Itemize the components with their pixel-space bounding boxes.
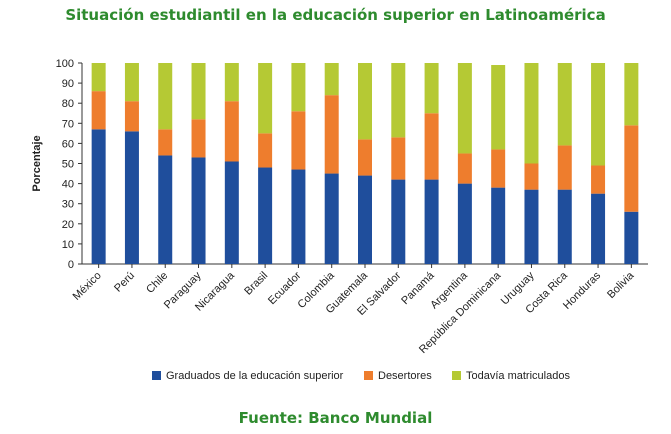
bar-segment-matriculados	[524, 63, 539, 164]
y-tick-label: 10	[62, 239, 74, 251]
bar-segment-graduados	[358, 175, 372, 264]
bar-segment-graduados	[557, 189, 572, 264]
bar-segment-desertores	[391, 137, 406, 180]
bar-segment-matriculados	[224, 63, 239, 102]
y-tick-label: 60	[62, 138, 74, 150]
bar-segment-graduados	[191, 157, 206, 264]
bar-segment-graduados	[457, 183, 472, 264]
y-axis: 0 10 20 30 40 50 60 70 80 90 100 Porcentaje	[31, 58, 648, 271]
bars-group	[91, 63, 639, 264]
legend: Graduados de la educación superior Desert…	[152, 370, 570, 382]
bar-segment-desertores	[291, 111, 306, 170]
y-tick-label: 50	[62, 159, 74, 171]
bar-segment-matriculados	[124, 63, 139, 102]
legend-label: Desertores	[378, 370, 432, 382]
bar-segment-desertores	[324, 95, 339, 174]
y-tick-label: 20	[62, 219, 74, 231]
bar-segment-desertores	[491, 149, 506, 188]
bar-segment-graduados	[491, 187, 506, 264]
bar-segment-matriculados	[358, 63, 372, 140]
bar-segment-graduados	[258, 167, 273, 264]
bar-segment-graduados	[324, 173, 339, 264]
x-category-label: Bolivia	[605, 269, 637, 301]
bar-segment-desertores	[91, 91, 106, 130]
bar-segment-matriculados	[258, 63, 273, 134]
bar-segment-graduados	[291, 169, 306, 264]
bar-segment-graduados	[158, 155, 173, 264]
bar-segment-matriculados	[457, 63, 472, 154]
bar-segment-desertores	[124, 101, 139, 132]
bar-segment-graduados	[391, 179, 406, 264]
y-axis-title: Porcentaje	[31, 135, 43, 191]
bar-segment-desertores	[424, 113, 439, 180]
bar-segment-matriculados	[291, 63, 306, 112]
bar-segment-desertores	[457, 153, 472, 184]
bar-segment-desertores	[524, 163, 539, 190]
bar-segment-matriculados	[491, 65, 506, 150]
bar-segment-desertores	[258, 133, 273, 168]
source-note: Fuente: Banco Mundial	[238, 409, 433, 427]
y-tick-label: 70	[62, 118, 74, 130]
bar-segment-graduados	[224, 161, 239, 264]
bar-segment-matriculados	[424, 63, 439, 114]
bar-segment-desertores	[158, 129, 173, 156]
bar-segment-desertores	[557, 145, 572, 190]
bar-segment-matriculados	[591, 63, 606, 166]
bar-segment-graduados	[424, 179, 439, 264]
bar-segment-desertores	[591, 165, 606, 194]
bar-segment-matriculados	[624, 63, 639, 126]
bar-segment-desertores	[358, 139, 372, 176]
bar-segment-graduados	[524, 189, 539, 264]
legend-swatch	[452, 371, 461, 380]
bar-segment-matriculados	[191, 63, 206, 120]
legend-label: Graduados de la educación superior	[166, 370, 344, 382]
y-tick-label: 90	[62, 78, 74, 90]
x-category-label: México	[71, 270, 104, 303]
x-category-label: Chile	[144, 270, 170, 296]
y-tick-label: 100	[56, 58, 74, 70]
legend-swatch	[364, 371, 373, 380]
y-tick-label: 80	[62, 98, 74, 110]
chart-title: Situación estudiantil en la educación su…	[65, 6, 606, 24]
bar-segment-desertores	[624, 125, 639, 212]
x-category-label: Brasil	[242, 270, 270, 298]
bar-segment-matriculados	[391, 63, 406, 138]
bar-segment-graduados	[124, 131, 139, 264]
legend-label: Todavía matriculados	[466, 370, 570, 382]
x-category-label: Perú	[112, 270, 137, 295]
bar-segment-matriculados	[324, 63, 339, 96]
bar-segment-matriculados	[91, 63, 106, 92]
y-tick-label: 40	[62, 179, 74, 191]
bar-segment-graduados	[591, 193, 606, 264]
bar-segment-desertores	[191, 119, 206, 158]
bar-segment-matriculados	[158, 63, 173, 130]
bar-segment-desertores	[224, 101, 239, 162]
y-tick-label: 0	[68, 259, 74, 271]
y-tick-label: 30	[62, 199, 74, 211]
bar-segment-graduados	[624, 211, 639, 264]
legend-swatch	[152, 371, 161, 380]
bar-segment-graduados	[91, 129, 106, 264]
bar-segment-matriculados	[557, 63, 572, 146]
